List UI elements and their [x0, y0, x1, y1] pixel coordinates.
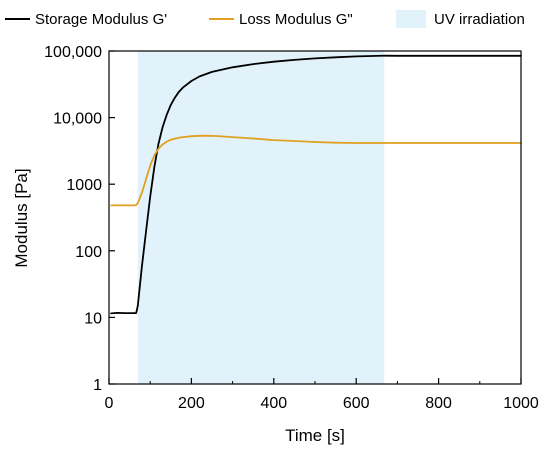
y-tick-label: 100,000 [44, 44, 102, 61]
legend-item-storage-modulus: Storage Modulus G' [5, 11, 167, 28]
legend-label-storage-modulus: Storage Modulus G' [35, 11, 167, 28]
x-tick-label: 800 [425, 395, 452, 412]
series-line-storage-modulus [110, 54, 522, 315]
series-line-loss-modulus [110, 134, 522, 207]
y-tick-label: 1 [93, 377, 102, 394]
legend-swatch-uv-irradiation [396, 10, 426, 28]
x-tick-label: 1000 [503, 395, 539, 412]
y-tick-label: 100 [75, 244, 102, 261]
legend: Storage Modulus G' Loss Modulus G" UV ir… [5, 10, 525, 28]
x-tick-label: 400 [260, 395, 287, 412]
y-axis-title: Modulus [Pa] [12, 168, 31, 267]
y-tick-label: 1000 [66, 177, 102, 194]
x-tick-label: 600 [343, 395, 370, 412]
uv-irradiation-region [137, 51, 385, 384]
legend-item-uv-irradiation: UV irradiation [396, 10, 525, 28]
y-tick-label: 10 [84, 310, 102, 327]
legend-item-loss-modulus: Loss Modulus G" [209, 11, 353, 28]
x-axis-title: Time [s] [285, 426, 345, 445]
axes: 0 200 400 600 800 1000 1 10 100 1000 10,000 100,000 [44, 44, 539, 412]
x-tick-label: 200 [178, 395, 205, 412]
legend-label-loss-modulus: Loss Modulus G" [239, 11, 353, 28]
legend-label-uv-irradiation: UV irradiation [434, 11, 525, 28]
y-tick-label: 10,000 [53, 111, 102, 128]
plot-area [110, 51, 522, 384]
x-tick-label: 0 [105, 395, 114, 412]
